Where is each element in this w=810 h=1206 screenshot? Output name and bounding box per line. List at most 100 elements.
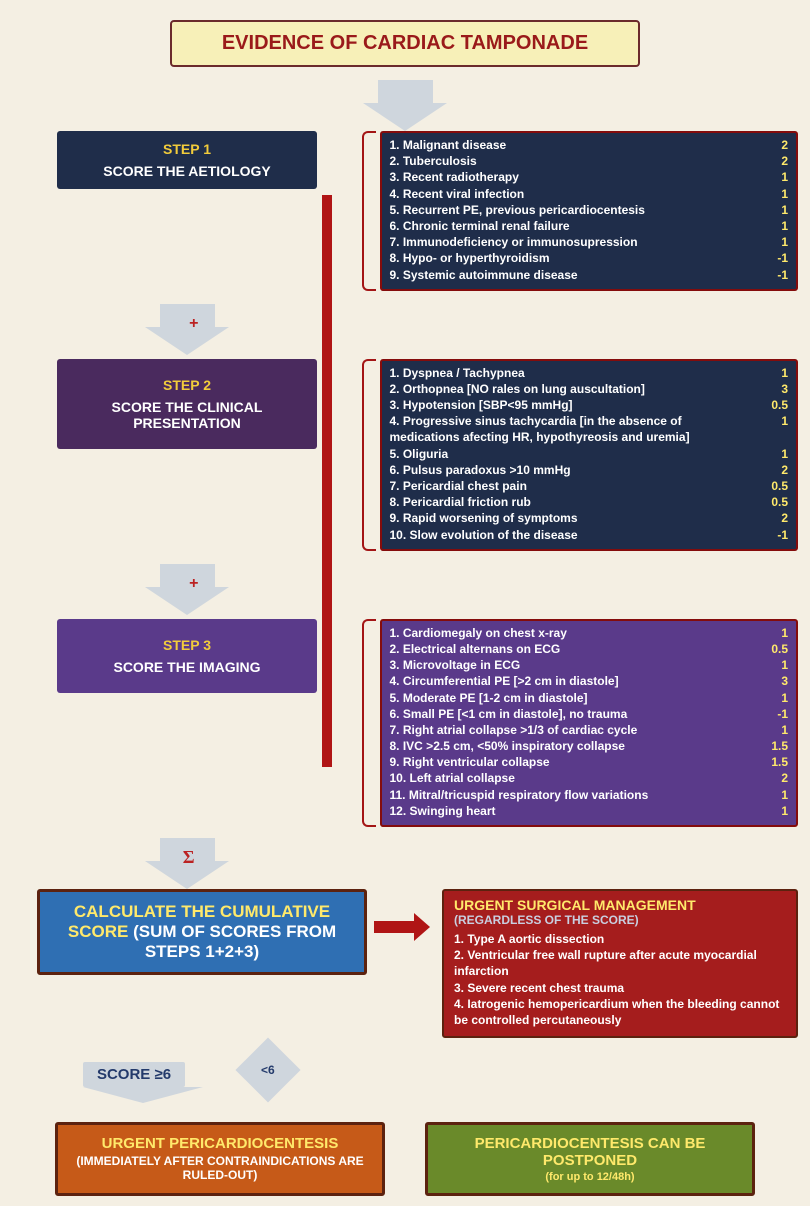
list-item-score: 1 bbox=[758, 218, 788, 234]
outcome-urgent-pericardiocentesis: URGENT PERICARDIOCENTESIS (IMMEDIATELY A… bbox=[55, 1122, 385, 1196]
decision-row: SCORE ≥6 <6 bbox=[12, 1044, 798, 1104]
list-item-score: 1.5 bbox=[758, 738, 788, 754]
list-item-score: -1 bbox=[758, 250, 788, 266]
list-item-score: 2 bbox=[758, 510, 788, 526]
list-item-score: 1 bbox=[758, 803, 788, 819]
step3-row: STEP 3 SCORE THE IMAGING 1. Cardiomegaly… bbox=[12, 619, 798, 827]
list-item-score: 1 bbox=[758, 234, 788, 250]
step1-row: STEP 1 SCORE THE AETIOLOGY 1. Malignant … bbox=[12, 131, 798, 291]
list-item-score: 0.5 bbox=[758, 494, 788, 510]
list-item: 8. Pericardial friction rub0.5 bbox=[390, 494, 789, 510]
list-item: 1. Cardiomegaly on chest x-ray1 bbox=[390, 625, 789, 641]
list-item-label: 3. Hypotension [SBP<95 mmHg] bbox=[390, 397, 759, 413]
list-item-label: 8. Pericardial friction rub bbox=[390, 494, 759, 510]
list-item-score: -1 bbox=[758, 527, 788, 543]
step1-label: STEP 1 bbox=[65, 141, 309, 157]
list-item-score: 2 bbox=[758, 153, 788, 169]
list-item: 10. Slow evolution of the disease-1 bbox=[390, 527, 789, 543]
list-item-score: 2 bbox=[758, 462, 788, 478]
outcome-right-sub: (for up to 12/48h) bbox=[438, 1171, 742, 1183]
list-item-score: 1 bbox=[758, 787, 788, 803]
list-item-label: 1. Malignant disease bbox=[390, 137, 759, 153]
list-item-score: 1 bbox=[758, 413, 788, 445]
list-item-label: 2. Orthopnea [NO rales on lung auscultat… bbox=[390, 381, 759, 397]
list-item: 10. Left atrial collapse2 bbox=[390, 770, 789, 786]
arrow-down-icon bbox=[160, 582, 215, 587]
list-item: 5. Oliguria1 bbox=[390, 446, 789, 462]
list-item: 3. Recent radiotherapy1 bbox=[390, 169, 789, 185]
list-item: 4. Circumferential PE [>2 cm in diastole… bbox=[390, 673, 789, 689]
list-item-label: 3. Microvoltage in ECG bbox=[390, 657, 759, 673]
step2-box: STEP 2 SCORE THE CLINICAL PRESENTATION bbox=[57, 359, 317, 449]
list-item-score: 1 bbox=[758, 202, 788, 218]
calc-row: CALCULATE THE CUMULATIVE SCORE (SUM OF S… bbox=[12, 889, 798, 1038]
list-item-label: 6. Chronic terminal renal failure bbox=[390, 218, 759, 234]
urgent-item: 4. Iatrogenic hemopericardium when the b… bbox=[454, 996, 786, 1028]
list-item: 7. Immunodeficiency or immunosupression1 bbox=[390, 234, 789, 250]
list-item-label: 9. Right ventricular collapse bbox=[390, 754, 759, 770]
list-item: 6. Chronic terminal renal failure1 bbox=[390, 218, 789, 234]
step1-box: STEP 1 SCORE THE AETIOLOGY bbox=[57, 131, 317, 189]
step3-list: 1. Cardiomegaly on chest x-ray12. Electr… bbox=[380, 619, 799, 827]
list-item-score: 1 bbox=[758, 690, 788, 706]
outcomes-row: URGENT PERICARDIOCENTESIS (IMMEDIATELY A… bbox=[12, 1122, 798, 1196]
urgent-surgical-box: URGENT SURGICAL MANAGEMENT (REGARDLESS O… bbox=[442, 889, 798, 1038]
list-item: 2. Tuberculosis2 bbox=[390, 153, 789, 169]
arrow-down-icon bbox=[378, 98, 433, 103]
outcome-left-sub: (IMMEDIATELY AFTER CONTRAINDICATIONS ARE… bbox=[68, 1154, 372, 1182]
list-item-score: -1 bbox=[758, 706, 788, 722]
list-item: 9. Systemic autoimmune disease-1 bbox=[390, 267, 789, 283]
list-item-score: 3 bbox=[758, 673, 788, 689]
plus-icon: + bbox=[189, 315, 198, 333]
step3-label: STEP 3 bbox=[65, 637, 309, 653]
step2-label: STEP 2 bbox=[65, 377, 309, 393]
urgent-header: URGENT SURGICAL MANAGEMENT bbox=[454, 897, 786, 913]
list-item-score: -1 bbox=[758, 267, 788, 283]
list-item: 3. Hypotension [SBP<95 mmHg]0.5 bbox=[390, 397, 789, 413]
list-item-label: 1. Dyspnea / Tachypnea bbox=[390, 365, 759, 381]
bracket-icon bbox=[362, 359, 376, 551]
urgent-item: 3. Severe recent chest trauma bbox=[454, 980, 786, 996]
list-item-label: 9. Rapid worsening of symptoms bbox=[390, 510, 759, 526]
list-item: 9. Rapid worsening of symptoms2 bbox=[390, 510, 789, 526]
list-item-label: 8. IVC >2.5 cm, <50% inspiratory collaps… bbox=[390, 738, 759, 754]
list-item-score: 0.5 bbox=[758, 478, 788, 494]
list-item-score: 1 bbox=[758, 186, 788, 202]
list-item: 5. Recurrent PE, previous pericardiocent… bbox=[390, 202, 789, 218]
urgent-item: 2. Ventricular free wall rupture after a… bbox=[454, 947, 786, 979]
list-item-score: 1 bbox=[758, 365, 788, 381]
list-item-label: 11. Mitral/tricuspid respiratory flow va… bbox=[390, 787, 759, 803]
list-item: 4. Progressive sinus tachycardia [in the… bbox=[390, 413, 789, 445]
list-item-label: 7. Immunodeficiency or immunosupression bbox=[390, 234, 759, 250]
list-item: 11. Mitral/tricuspid respiratory flow va… bbox=[390, 787, 789, 803]
list-item-label: 3. Recent radiotherapy bbox=[390, 169, 759, 185]
score-lt6-diamond: <6 bbox=[236, 1038, 301, 1103]
list-item: 5. Moderate PE [1-2 cm in diastole]1 bbox=[390, 690, 789, 706]
plus-icon: + bbox=[189, 575, 198, 593]
list-item-score: 1.5 bbox=[758, 754, 788, 770]
list-item: 7. Pericardial chest pain0.5 bbox=[390, 478, 789, 494]
list-item-score: 3 bbox=[758, 381, 788, 397]
step3-box: STEP 3 SCORE THE IMAGING bbox=[57, 619, 317, 693]
list-item-label: 10. Left atrial collapse bbox=[390, 770, 759, 786]
step3-title: SCORE THE IMAGING bbox=[65, 659, 309, 675]
list-item: 4. Recent viral infection1 bbox=[390, 186, 789, 202]
calc-line2: (SUM OF SCORES FROM STEPS 1+2+3) bbox=[133, 922, 336, 961]
list-item-label: 10. Slow evolution of the disease bbox=[390, 527, 759, 543]
list-item-label: 4. Circumferential PE [>2 cm in diastole… bbox=[390, 673, 759, 689]
list-item-label: 7. Right atrial collapse >1/3 of cardiac… bbox=[390, 722, 759, 738]
list-item-score: 0.5 bbox=[758, 641, 788, 657]
list-item: 2. Orthopnea [NO rales on lung auscultat… bbox=[390, 381, 789, 397]
outcome-right-title: PERICARDIOCENTESIS CAN BE POSTPONED bbox=[438, 1135, 742, 1169]
list-item: 8. IVC >2.5 cm, <50% inspiratory collaps… bbox=[390, 738, 789, 754]
sigma-icon: Σ bbox=[183, 847, 195, 868]
bracket-icon bbox=[362, 619, 376, 827]
calculate-box: CALCULATE THE CUMULATIVE SCORE (SUM OF S… bbox=[37, 889, 367, 975]
list-item: 2. Electrical alternans on ECG0.5 bbox=[390, 641, 789, 657]
list-item-score: 1 bbox=[758, 722, 788, 738]
list-item-label: 8. Hypo- or hyperthyroidism bbox=[390, 250, 759, 266]
list-item-score: 1 bbox=[758, 446, 788, 462]
list-item: 1. Dyspnea / Tachypnea1 bbox=[390, 365, 789, 381]
list-item: 9. Right ventricular collapse1.5 bbox=[390, 754, 789, 770]
list-item-label: 7. Pericardial chest pain bbox=[390, 478, 759, 494]
